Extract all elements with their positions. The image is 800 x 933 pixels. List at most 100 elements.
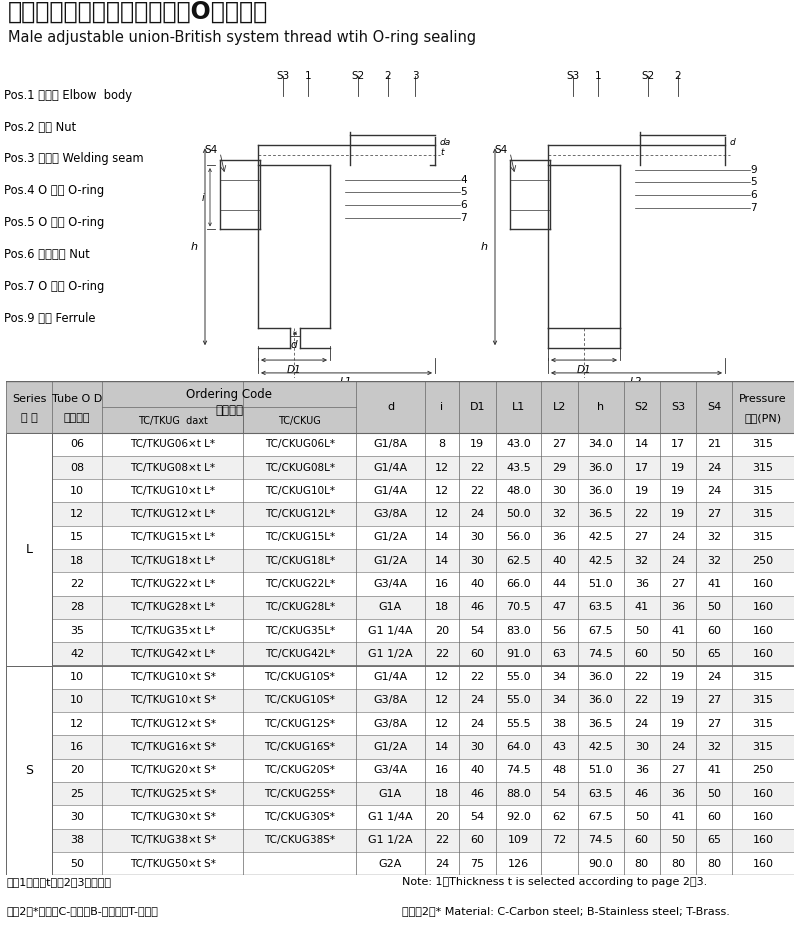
- Text: 34: 34: [553, 672, 566, 682]
- Text: G3/4A: G3/4A: [374, 579, 407, 589]
- Text: 27: 27: [707, 695, 722, 705]
- Text: G3/8A: G3/8A: [374, 695, 407, 705]
- Text: TC/CKUG16S*: TC/CKUG16S*: [264, 742, 335, 752]
- Text: 315: 315: [753, 439, 774, 449]
- Text: 50: 50: [634, 812, 649, 822]
- Text: 12: 12: [435, 509, 449, 519]
- Text: 32: 32: [707, 533, 722, 542]
- Text: 50: 50: [634, 626, 649, 635]
- Text: Note: 1、Thickness t is selected according to page 2、3.: Note: 1、Thickness t is selected accordin…: [402, 877, 708, 887]
- Text: 92.0: 92.0: [506, 812, 531, 822]
- Text: Pos.3 焊接头 Welding seam: Pos.3 焊接头 Welding seam: [4, 152, 144, 165]
- Text: 36: 36: [553, 533, 566, 542]
- Text: 50: 50: [707, 788, 722, 799]
- Text: 17: 17: [634, 463, 649, 472]
- Text: 16: 16: [70, 742, 84, 752]
- Text: G1/4A: G1/4A: [374, 672, 407, 682]
- Text: 160: 160: [753, 603, 774, 612]
- Text: 43: 43: [553, 742, 566, 752]
- Bar: [6, 381, 794, 433]
- Text: TC/CKUG12S*: TC/CKUG12S*: [264, 718, 335, 729]
- Text: 50: 50: [707, 603, 722, 612]
- Text: 44: 44: [553, 579, 566, 589]
- Text: 160: 160: [753, 579, 774, 589]
- Text: G1/2A: G1/2A: [374, 556, 407, 565]
- Text: 63.5: 63.5: [588, 788, 613, 799]
- Text: 19: 19: [671, 695, 685, 705]
- Text: 64.0: 64.0: [506, 742, 531, 752]
- Text: TC/CKUG10L*: TC/CKUG10L*: [265, 486, 334, 495]
- Text: G3/4A: G3/4A: [374, 765, 407, 775]
- Text: 250: 250: [753, 556, 774, 565]
- Text: 16: 16: [435, 579, 449, 589]
- Text: S3: S3: [276, 71, 290, 81]
- Text: TC/CKUG08L*: TC/CKUG08L*: [265, 463, 334, 472]
- Text: 48: 48: [553, 765, 566, 775]
- Text: TC/TKUG08×t L*: TC/TKUG08×t L*: [130, 463, 215, 472]
- Text: 6: 6: [750, 189, 757, 200]
- Text: D1: D1: [470, 401, 485, 411]
- Text: 19: 19: [634, 486, 649, 495]
- Text: TC/CKUG12L*: TC/CKUG12L*: [265, 509, 334, 519]
- Text: 19: 19: [470, 439, 485, 449]
- Text: S2: S2: [351, 71, 365, 81]
- Bar: [6, 456, 794, 480]
- Text: 83.0: 83.0: [506, 626, 531, 635]
- Text: 20: 20: [70, 765, 84, 775]
- Text: TC/CKUG38S*: TC/CKUG38S*: [264, 835, 335, 845]
- Text: 24: 24: [470, 718, 485, 729]
- Text: TC/TKUG12×t S*: TC/TKUG12×t S*: [130, 718, 216, 729]
- Text: L1: L1: [340, 377, 352, 387]
- Text: 20: 20: [435, 626, 449, 635]
- Text: TC/CKUG: TC/CKUG: [592, 390, 648, 403]
- Text: Pos.7 O 形圈 O-ring: Pos.7 O 形圈 O-ring: [4, 280, 104, 293]
- Bar: [6, 665, 794, 689]
- Text: 74.5: 74.5: [506, 765, 531, 775]
- Text: 160: 160: [753, 858, 774, 869]
- Text: TC/TKUG15×t L*: TC/TKUG15×t L*: [130, 533, 215, 542]
- Text: 315: 315: [753, 486, 774, 495]
- Text: 12: 12: [435, 486, 449, 495]
- Text: 2、* Material: C-Carbon steel; B-Stainless steel; T-Brass.: 2、* Material: C-Carbon steel; B-Stainles…: [402, 906, 730, 916]
- Text: t: t: [440, 147, 443, 157]
- Text: 32: 32: [707, 556, 722, 565]
- Bar: [6, 503, 794, 526]
- Text: Series: Series: [12, 394, 46, 404]
- Bar: [6, 433, 794, 456]
- Text: TC/CKUG20S*: TC/CKUG20S*: [264, 765, 335, 775]
- Bar: [6, 595, 794, 619]
- Text: G1/4A: G1/4A: [374, 486, 407, 495]
- Text: Tube O D: Tube O D: [52, 394, 102, 404]
- Text: 12: 12: [435, 718, 449, 729]
- Bar: [6, 665, 52, 875]
- Text: Pos.5 O 形圈 O-ring: Pos.5 O 形圈 O-ring: [4, 216, 104, 230]
- Text: 91.0: 91.0: [506, 648, 531, 659]
- Text: 40: 40: [470, 579, 485, 589]
- Text: TC/CKUG30S*: TC/CKUG30S*: [264, 812, 335, 822]
- Text: 35: 35: [70, 626, 84, 635]
- Text: 12: 12: [435, 695, 449, 705]
- Text: 42.5: 42.5: [588, 533, 613, 542]
- Text: 43.5: 43.5: [506, 463, 531, 472]
- Text: TC/CKUG28L*: TC/CKUG28L*: [265, 603, 334, 612]
- Text: 27: 27: [553, 439, 566, 449]
- Text: TC/TKUG30×t S*: TC/TKUG30×t S*: [130, 812, 215, 822]
- Text: 22: 22: [70, 579, 84, 589]
- Text: S4: S4: [494, 146, 508, 155]
- Text: 12: 12: [70, 718, 84, 729]
- Text: 22: 22: [634, 672, 649, 682]
- Text: 55.5: 55.5: [506, 718, 530, 729]
- Text: 55.0: 55.0: [506, 672, 530, 682]
- Text: 72: 72: [553, 835, 566, 845]
- Text: 12: 12: [435, 463, 449, 472]
- Text: 55.0: 55.0: [506, 695, 530, 705]
- Text: 65: 65: [707, 835, 722, 845]
- Text: TC/CKUG22L*: TC/CKUG22L*: [265, 579, 334, 589]
- Text: 315: 315: [753, 718, 774, 729]
- Text: TC/TKUG38×t S*: TC/TKUG38×t S*: [130, 835, 216, 845]
- Text: S4: S4: [707, 401, 722, 411]
- Text: 注：1、壁厚t按照2、3页选择。: 注：1、壁厚t按照2、3页选择。: [6, 877, 111, 887]
- Text: 2: 2: [385, 71, 391, 81]
- Text: G2A: G2A: [378, 858, 402, 869]
- Bar: [6, 852, 794, 875]
